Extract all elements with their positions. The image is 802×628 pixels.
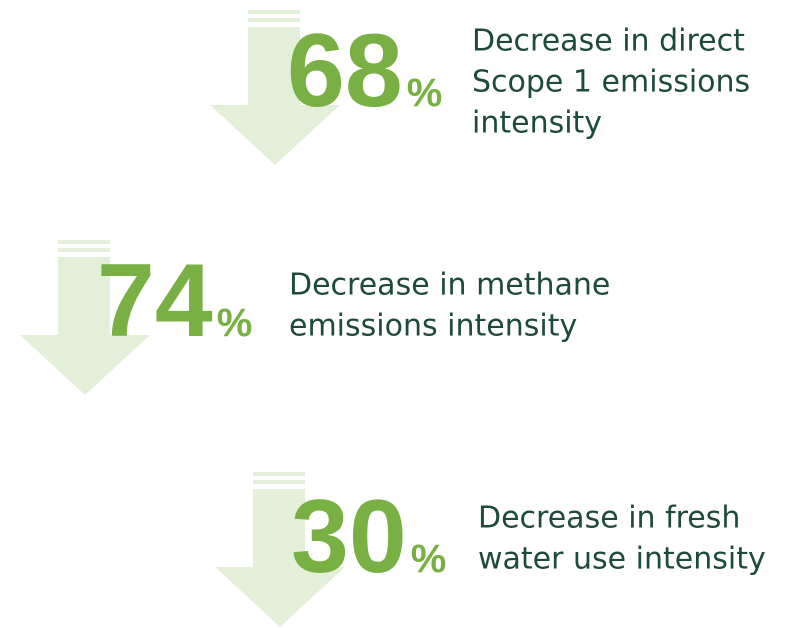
arrow-body <box>20 257 150 395</box>
stat-number: 30 <box>291 479 407 595</box>
arrow-stripe <box>248 18 300 22</box>
arrow-stripe <box>253 472 305 476</box>
stat-unit: % <box>407 71 443 115</box>
down-arrow-icon <box>215 472 345 627</box>
arrow-stripe <box>253 480 305 484</box>
stat-description: emissions intensity <box>289 309 577 344</box>
arrow-stripe <box>58 240 110 244</box>
down-arrow-icon <box>210 10 340 165</box>
down-arrow-icon <box>20 240 150 395</box>
arrow-body <box>210 27 340 165</box>
stat-description: Scope 1 emissions <box>472 65 750 100</box>
stat-description: Decrease in methane <box>289 268 610 303</box>
arrow-body <box>215 489 345 627</box>
stat-item: 74 % Decrease in methane emissions intensit… <box>20 240 610 395</box>
stat-description: Decrease in fresh <box>478 501 740 536</box>
stat-unit: % <box>217 301 253 345</box>
stat-description: Decrease in direct <box>472 24 745 59</box>
stat-number: 68 <box>287 13 403 129</box>
arrow-stripe <box>58 248 110 252</box>
stat-item: 30 % Decrease in fresh water use intensity <box>215 472 766 627</box>
stat-description: intensity <box>472 106 602 141</box>
stat-description: water use intensity <box>478 542 766 577</box>
stat-number: 74 <box>97 243 213 359</box>
stat-unit: % <box>411 537 447 581</box>
arrow-stripe <box>248 10 300 14</box>
stat-item: 68 % Decrease in direct Scope 1 emissions in… <box>210 10 750 165</box>
